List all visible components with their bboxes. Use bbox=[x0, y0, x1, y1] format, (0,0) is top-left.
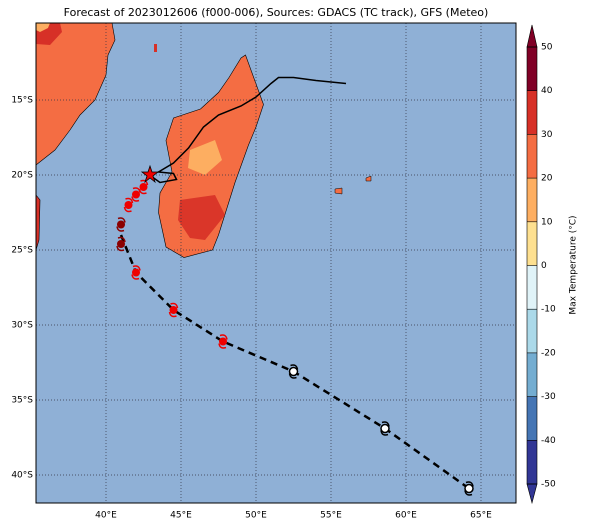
frame bbox=[35, 22, 517, 504]
storm-icon bbox=[124, 201, 133, 209]
storm-arm bbox=[218, 334, 228, 349]
storm-icon bbox=[117, 220, 125, 229]
lon-label: 45°E bbox=[170, 511, 192, 521]
title: Forecast of 2023012606 (f000-006), Sourc… bbox=[64, 6, 489, 19]
colorbar-band bbox=[527, 309, 537, 353]
lat-label: 20°S bbox=[11, 171, 33, 181]
colorbar-band bbox=[527, 90, 537, 135]
storm-arm bbox=[131, 265, 141, 280]
lon-label: 50°E bbox=[245, 511, 267, 521]
colorbar-band bbox=[527, 134, 537, 179]
colorbar-tick-label: -10 bbox=[541, 305, 556, 315]
colorbar-tick-label: 40 bbox=[541, 86, 553, 96]
colorbar-band bbox=[527, 178, 537, 222]
storm-arm bbox=[116, 217, 126, 232]
colorbar-tick-label: 50 bbox=[541, 43, 553, 53]
storm-icons bbox=[116, 179, 474, 496]
storm-icon bbox=[169, 306, 178, 314]
storm-arm bbox=[464, 481, 474, 496]
lon-label: 65°E bbox=[470, 511, 492, 521]
colorbar-band bbox=[527, 352, 537, 397]
storm-arm bbox=[380, 421, 390, 436]
lon-label: 40°E bbox=[95, 511, 117, 521]
colorbar bbox=[526, 24, 538, 505]
colorbar-band bbox=[527, 265, 537, 310]
ocean bbox=[36, 23, 516, 503]
colorbar-tick-label: -20 bbox=[541, 348, 556, 358]
storm-arm bbox=[123, 197, 134, 213]
colorbar-tick-label: 10 bbox=[541, 217, 553, 227]
colorbar-band bbox=[527, 440, 537, 484]
colorbar-label: Max Temperature (°C) bbox=[569, 215, 579, 314]
lon-label: 60°E bbox=[395, 511, 417, 521]
land bbox=[35, 22, 372, 258]
storm-icon bbox=[132, 268, 140, 277]
storm-icon bbox=[219, 337, 227, 346]
storm-icon bbox=[464, 483, 474, 494]
observed-track bbox=[149, 76, 347, 184]
storm-arm bbox=[288, 364, 299, 379]
lat-label: 35°S bbox=[11, 396, 33, 406]
colorbar-band bbox=[527, 396, 537, 441]
colorbar-tick-label: -30 bbox=[541, 392, 556, 402]
storm-icon bbox=[117, 240, 125, 248]
colorbar-tick-label: -40 bbox=[541, 436, 556, 446]
storm-icon bbox=[288, 366, 299, 377]
colorbar-band bbox=[527, 47, 537, 91]
lat-label: 40°S bbox=[11, 471, 33, 481]
colorbar-tick-label: -50 bbox=[541, 480, 556, 490]
colorbar-extend bbox=[526, 24, 538, 48]
colorbar-tick-label: 0 bbox=[541, 261, 547, 271]
colorbar-band bbox=[527, 221, 537, 266]
storm-arm bbox=[116, 236, 126, 252]
storm-arm bbox=[168, 302, 179, 318]
colorbar-tick-label: 30 bbox=[541, 130, 553, 140]
storm-icon bbox=[380, 423, 390, 434]
graticule bbox=[36, 23, 516, 503]
lat-label: 30°S bbox=[11, 321, 33, 331]
colorbar-tick-label: 20 bbox=[541, 174, 553, 184]
current-position bbox=[140, 164, 160, 184]
lat-label: 25°S bbox=[11, 246, 33, 256]
lat-label: 15°S bbox=[11, 96, 33, 106]
storm-icon bbox=[139, 183, 148, 191]
colorbar-extend bbox=[526, 483, 538, 505]
lon-label: 55°E bbox=[320, 511, 342, 521]
storm-icon bbox=[132, 190, 140, 199]
